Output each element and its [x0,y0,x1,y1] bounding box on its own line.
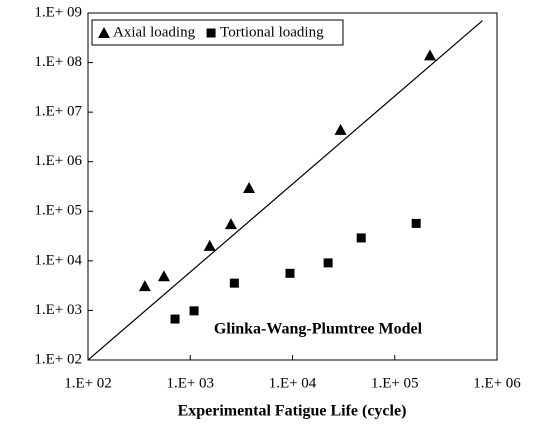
data-point [285,268,295,278]
x-tick-label: 1.E+ 05 [371,375,419,391]
data-point [157,270,170,282]
x-tick-label: 1.E+ 02 [64,375,112,391]
y-tick-label: 1.E+ 06 [34,153,82,169]
data-point [243,181,256,193]
legend-marker [98,27,110,38]
annotation: Glinka-Wang-Plumtree Model [214,321,423,338]
legend-marker [206,28,216,38]
data-point [203,239,216,251]
data-point [356,233,366,243]
y-tick-label: 1.E+ 03 [34,302,82,318]
x-tick-label: 1.E+ 03 [166,375,214,391]
y-tick-label: 1.E+ 05 [34,203,82,219]
y-tick-label: 1.E+ 08 [34,54,82,70]
reference-line [88,20,483,360]
data-point [334,123,347,135]
x-tick-label: 1.E+ 06 [473,375,521,391]
legend-label: Axial loading [113,24,196,40]
y-tick-label: 1.E+ 09 [34,4,82,20]
data-point [224,218,237,230]
legend-label: Tortional loading [220,24,324,40]
x-tick-label: 1.E+ 04 [269,375,317,391]
data-point [189,306,199,316]
data-point [423,49,436,61]
y-tick-label: 1.E+ 02 [34,351,82,367]
data-point [138,280,151,292]
y-tick-label: 1.E+ 04 [34,252,82,268]
data-point [323,258,333,268]
legend-box [91,19,344,46]
x-axis-label: Experimental Fatigue Life (cycle) [178,403,407,420]
data-point [411,218,421,228]
data-point [229,278,239,288]
y-tick-label: 1.E+ 07 [34,104,82,120]
data-point [170,314,180,324]
